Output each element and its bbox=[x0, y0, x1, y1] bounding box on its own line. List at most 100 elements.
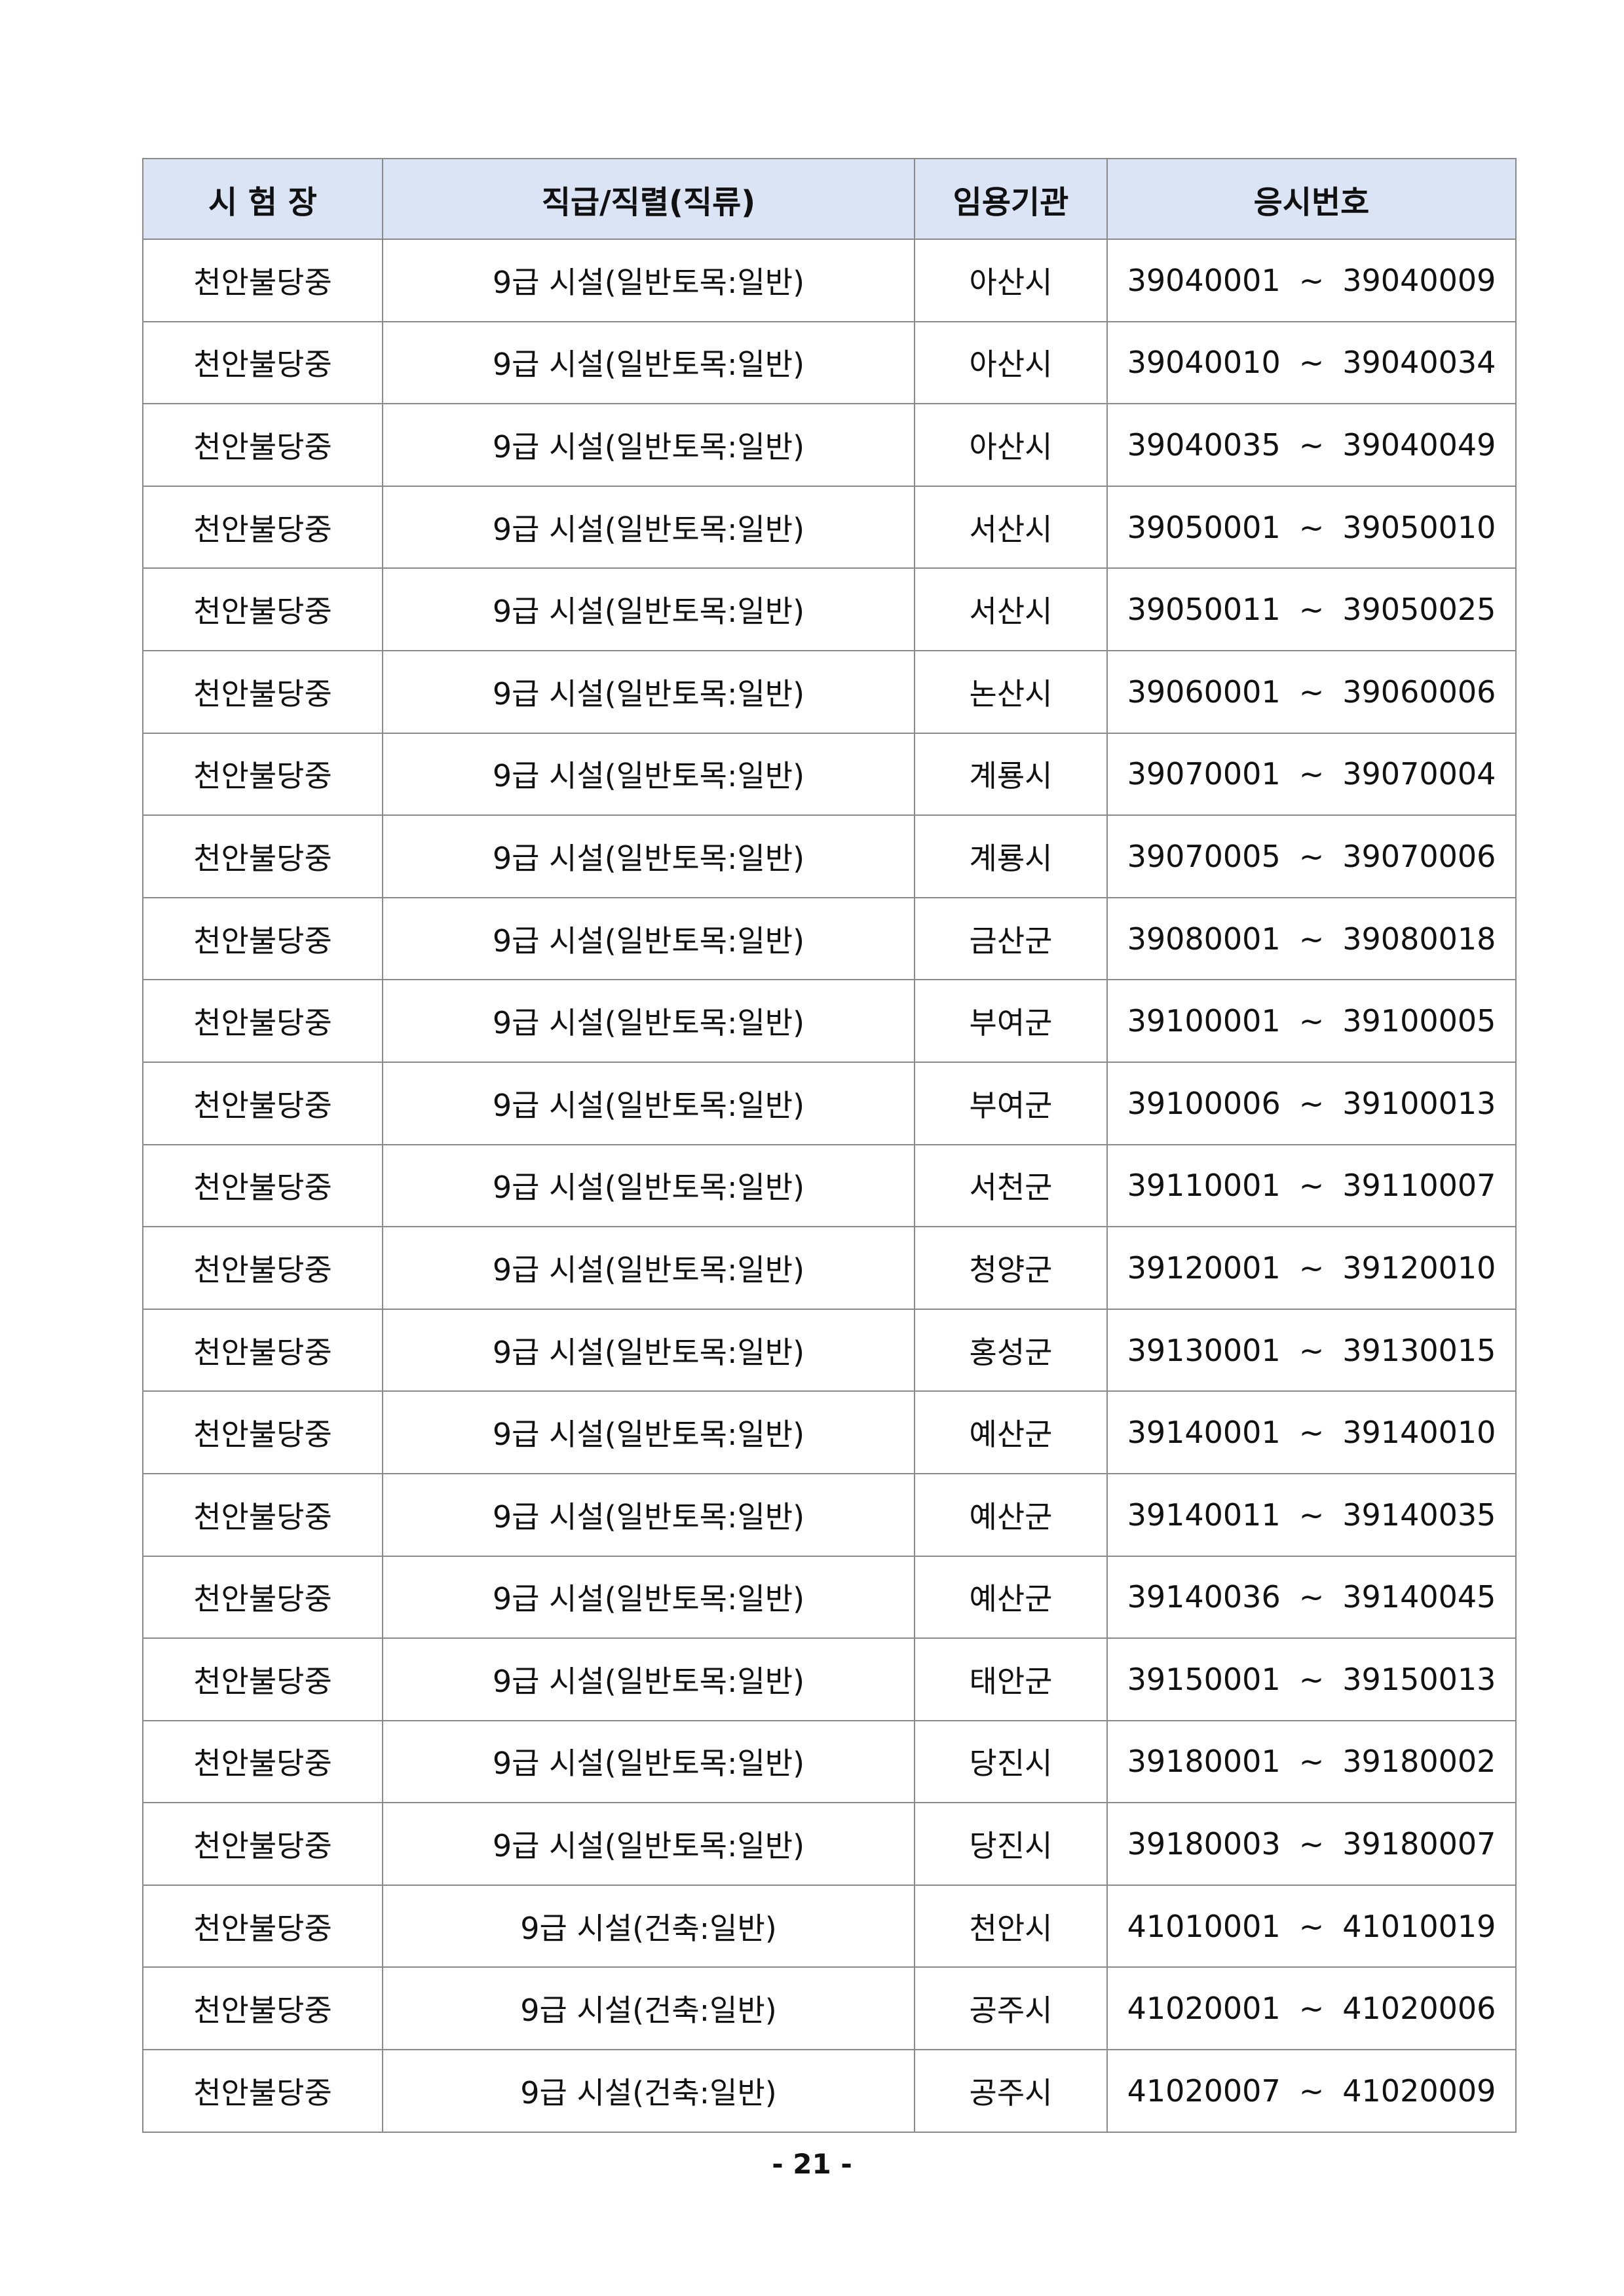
agency-cell: 부여군 bbox=[914, 979, 1108, 1063]
exam-number-cell: 39180003 ~39180007 bbox=[1106, 1802, 1517, 1886]
range-separator: ~ bbox=[1298, 838, 1325, 874]
header-position: 직급/직렬(직류) bbox=[382, 158, 915, 240]
exam-number-cell: 39060001 ~39060006 bbox=[1106, 649, 1517, 734]
venue-cell: 천안불당중 bbox=[142, 1143, 383, 1228]
exam-number-cell: 39100001 ~39100005 bbox=[1106, 979, 1517, 1063]
exam-number-cell: 39050011 ~39050025 bbox=[1106, 567, 1517, 651]
table-row: 천안불당중 9급 시설(일반토목:일반) 아산시 39040010 ~39040034 bbox=[142, 320, 1517, 405]
position-cell: 9급 시설(일반토목:일반) bbox=[382, 1637, 915, 1721]
number-from: 39100001 bbox=[1127, 1003, 1281, 1039]
number-from: 41020007 bbox=[1127, 2073, 1281, 2109]
number-to: 39040034 bbox=[1342, 345, 1496, 381]
number-from: 39040001 bbox=[1127, 262, 1281, 298]
venue-cell: 천안불당중 bbox=[142, 1719, 383, 1804]
range-separator: ~ bbox=[1298, 674, 1325, 710]
number-from: 39120001 bbox=[1127, 1250, 1281, 1286]
agency-cell: 천안시 bbox=[914, 1884, 1108, 1968]
table-row: 천안불당중 9급 시설(일반토목:일반) 예산군 39140036 ~39140045 bbox=[142, 1555, 1517, 1639]
position-cell: 9급 시설(일반토목:일반) bbox=[382, 320, 915, 405]
position-cell: 9급 시설(일반토목:일반) bbox=[382, 732, 915, 816]
range-separator: ~ bbox=[1298, 1332, 1325, 1368]
position-cell: 9급 시설(일반토목:일반) bbox=[382, 979, 915, 1063]
page-number: - 21 - bbox=[772, 2148, 852, 2180]
number-to: 41020006 bbox=[1342, 1991, 1496, 2027]
number-from: 39070005 bbox=[1127, 838, 1281, 874]
range-separator: ~ bbox=[1298, 1908, 1325, 1944]
agency-cell: 공주시 bbox=[914, 1966, 1108, 2051]
number-from: 39130001 bbox=[1127, 1332, 1281, 1368]
range-separator: ~ bbox=[1298, 1579, 1325, 1615]
number-to: 39120010 bbox=[1342, 1250, 1496, 1286]
table-row: 천안불당중 9급 시설(일반토목:일반) 서천군 39110001 ~39110007 bbox=[142, 1143, 1517, 1228]
agency-cell: 당진시 bbox=[914, 1719, 1108, 1804]
number-from: 39050011 bbox=[1127, 592, 1281, 628]
venue-cell: 천안불당중 bbox=[142, 567, 383, 651]
exam-number-cell: 39180001 ~39180002 bbox=[1106, 1719, 1517, 1804]
position-cell: 9급 시설(건축:일반) bbox=[382, 1966, 915, 2051]
table-row: 천안불당중 9급 시설(일반토목:일반) 당진시 39180001 ~39180002 bbox=[142, 1719, 1517, 1804]
number-to: 39040049 bbox=[1342, 427, 1496, 463]
number-to: 39140035 bbox=[1342, 1497, 1496, 1533]
number-from: 39060001 bbox=[1127, 674, 1281, 710]
header-venue: 시 험 장 bbox=[142, 158, 383, 240]
position-cell: 9급 시설(일반토목:일반) bbox=[382, 239, 915, 322]
number-from: 39150001 bbox=[1127, 1661, 1281, 1697]
table-row: 천안불당중 9급 시설(일반토목:일반) 부여군 39100006 ~39100013 bbox=[142, 1061, 1517, 1145]
venue-cell: 천안불당중 bbox=[142, 485, 383, 569]
table-row: 천안불당중 9급 시설(일반토목:일반) 부여군 39100001 ~39100005 bbox=[142, 979, 1517, 1063]
range-separator: ~ bbox=[1298, 1497, 1325, 1533]
number-from: 39180001 bbox=[1127, 1744, 1281, 1780]
exam-number-cell: 39040010 ~39040034 bbox=[1106, 320, 1517, 405]
position-cell: 9급 시설(일반토목:일반) bbox=[382, 896, 915, 981]
range-separator: ~ bbox=[1298, 2073, 1325, 2109]
position-cell: 9급 시설(일반토목:일반) bbox=[382, 1061, 915, 1145]
agency-cell: 예산군 bbox=[914, 1390, 1108, 1474]
table-row: 천안불당중 9급 시설(일반토목:일반) 아산시 39040001 ~39040009 bbox=[142, 239, 1517, 322]
table-row: 천안불당중 9급 시설(건축:일반) 공주시 41020001 ~41020006 bbox=[142, 1966, 1517, 2051]
venue-cell: 천안불당중 bbox=[142, 1308, 383, 1392]
position-cell: 9급 시설(일반토목:일반) bbox=[382, 1472, 915, 1557]
position-cell: 9급 시설(일반토목:일반) bbox=[382, 814, 915, 898]
venue-cell: 천안불당중 bbox=[142, 1061, 383, 1145]
number-from: 39140036 bbox=[1127, 1579, 1281, 1615]
header-exam-number: 응시번호 bbox=[1106, 158, 1517, 240]
venue-cell: 천안불당중 bbox=[142, 403, 383, 487]
agency-cell: 태안군 bbox=[914, 1637, 1108, 1721]
number-to: 41020009 bbox=[1342, 2073, 1496, 2109]
exam-number-cell: 39120001 ~39120010 bbox=[1106, 1226, 1517, 1310]
table-row: 천안불당중 9급 시설(일반토목:일반) 서산시 39050001 ~39050010 bbox=[142, 485, 1517, 569]
agency-cell: 서천군 bbox=[914, 1143, 1108, 1228]
number-to: 39070006 bbox=[1342, 838, 1496, 874]
position-cell: 9급 시설(일반토목:일반) bbox=[382, 1226, 915, 1310]
position-cell: 9급 시설(일반토목:일반) bbox=[382, 1308, 915, 1392]
number-from: 39110001 bbox=[1127, 1168, 1281, 1204]
number-from: 39050001 bbox=[1127, 509, 1281, 545]
exam-number-cell: 39150001 ~39150013 bbox=[1106, 1637, 1517, 1721]
agency-cell: 공주시 bbox=[914, 2049, 1108, 2133]
agency-cell: 서산시 bbox=[914, 567, 1108, 651]
venue-cell: 천안불당중 bbox=[142, 1472, 383, 1557]
venue-cell: 천안불당중 bbox=[142, 1555, 383, 1639]
exam-number-cell: 39140001 ~39140010 bbox=[1106, 1390, 1517, 1474]
number-from: 41020001 bbox=[1127, 1991, 1281, 2027]
header-agency: 임용기관 bbox=[914, 158, 1108, 240]
exam-number-cell: 41010001 ~41010019 bbox=[1106, 1884, 1517, 1968]
exam-number-cell: 39040035 ~39040049 bbox=[1106, 403, 1517, 487]
number-to: 39140045 bbox=[1342, 1579, 1496, 1615]
table-row: 천안불당중 9급 시설(일반토목:일반) 아산시 39040035 ~39040049 bbox=[142, 403, 1517, 487]
number-to: 41010019 bbox=[1342, 1908, 1496, 1944]
range-separator: ~ bbox=[1298, 1085, 1325, 1121]
number-to: 39130015 bbox=[1342, 1332, 1496, 1368]
number-from: 39140011 bbox=[1127, 1497, 1281, 1533]
exam-number-cell: 39040001 ~39040009 bbox=[1106, 239, 1517, 322]
number-to: 39050010 bbox=[1342, 509, 1496, 545]
range-separator: ~ bbox=[1298, 1415, 1325, 1451]
venue-cell: 천안불당중 bbox=[142, 2049, 383, 2133]
venue-cell: 천안불당중 bbox=[142, 979, 383, 1063]
table-row: 천안불당중 9급 시설(일반토목:일반) 예산군 39140011 ~39140035 bbox=[142, 1472, 1517, 1557]
exam-number-cell: 39140011 ~39140035 bbox=[1106, 1472, 1517, 1557]
number-to: 39070004 bbox=[1342, 756, 1496, 792]
range-separator: ~ bbox=[1298, 1661, 1325, 1697]
position-cell: 9급 시설(일반토목:일반) bbox=[382, 403, 915, 487]
table-row: 천안불당중 9급 시설(일반토목:일반) 당진시 39180003 ~39180007 bbox=[142, 1802, 1517, 1886]
